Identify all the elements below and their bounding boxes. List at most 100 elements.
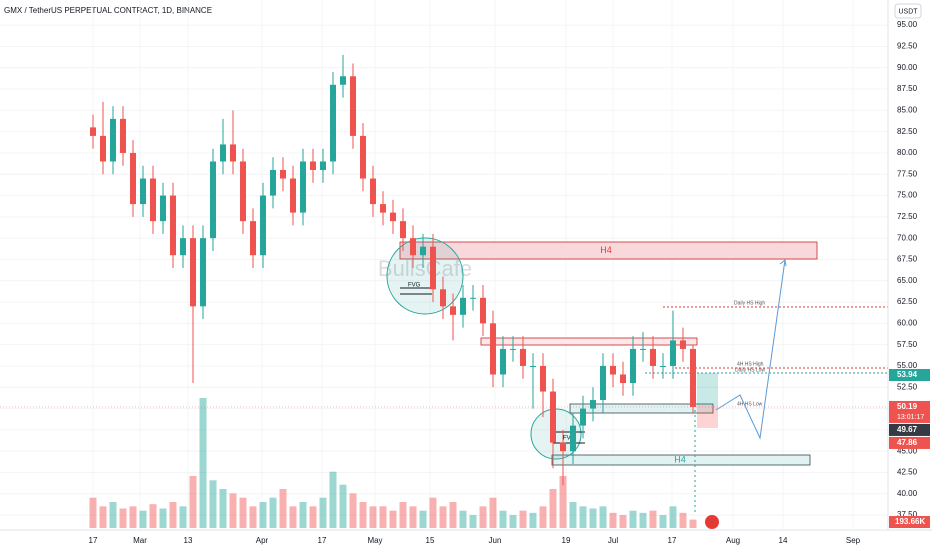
volume-bar xyxy=(519,510,527,528)
candle-body xyxy=(130,152,136,205)
level-label: 4H HS High xyxy=(737,361,764,367)
projection-arrow xyxy=(779,259,787,267)
y-tick-label: 72.50 xyxy=(897,212,918,221)
volume-bar xyxy=(319,497,327,528)
volume-bar xyxy=(209,480,217,528)
candle-body xyxy=(380,204,386,213)
volume-bar xyxy=(289,506,297,528)
candle-body xyxy=(540,365,546,392)
candle-body xyxy=(460,297,466,315)
y-tick-label: 45.00 xyxy=(897,446,918,455)
volume-bar xyxy=(609,512,617,528)
candle-body xyxy=(510,348,516,350)
volume-bar xyxy=(269,497,277,528)
candle-body xyxy=(560,442,566,452)
candle-body xyxy=(590,400,596,409)
price-tag-label: 50.19 xyxy=(897,402,918,411)
x-tick-label: 17 xyxy=(668,536,677,545)
x-tick-label: Apr xyxy=(256,536,269,545)
volume-bar xyxy=(469,515,477,528)
candle-body xyxy=(420,246,426,256)
volume-bar xyxy=(199,398,207,528)
candle-body xyxy=(570,425,576,452)
x-tick-label: 19 xyxy=(562,536,571,545)
volume-bar xyxy=(539,506,547,528)
x-tick-label: Jun xyxy=(489,536,502,545)
volume-tag-label: 193.66K xyxy=(895,517,925,526)
candle-body xyxy=(670,340,676,366)
volume-bar xyxy=(139,510,147,528)
candle-body xyxy=(680,340,686,349)
candle-body xyxy=(500,348,506,375)
volume-bar xyxy=(309,506,317,528)
volume-bar xyxy=(349,493,357,528)
y-tick-label: 92.50 xyxy=(897,42,918,51)
candle-body xyxy=(180,238,186,256)
x-tick-label: Jul xyxy=(608,536,618,545)
y-tick-label: 87.50 xyxy=(897,84,918,93)
volume-bar xyxy=(359,502,367,528)
candle-body xyxy=(220,144,226,162)
fvg-label: FVG xyxy=(408,283,421,289)
volume-bar xyxy=(149,504,157,528)
level-label: Daily HS Low xyxy=(735,367,765,373)
candle-body xyxy=(310,161,316,170)
candle-body xyxy=(200,238,206,307)
y-tick-label: 42.50 xyxy=(897,468,918,477)
position-loss xyxy=(697,405,718,428)
candle-body xyxy=(210,161,216,239)
volume-bar xyxy=(549,489,557,528)
volume-bar xyxy=(299,502,307,528)
volume-bar xyxy=(129,506,137,528)
y-tick-label: 77.50 xyxy=(897,169,918,178)
volume-bar xyxy=(589,508,597,528)
candle-body xyxy=(320,161,326,170)
y-tick-label: 75.00 xyxy=(897,191,918,200)
candle-body xyxy=(120,118,126,153)
candle-body xyxy=(230,144,236,162)
y-tick-label: 37.50 xyxy=(897,510,918,519)
volume-bar xyxy=(669,506,677,528)
candle-body xyxy=(140,178,146,205)
x-tick-label: Mar xyxy=(133,536,147,545)
candle-body xyxy=(430,246,436,290)
volume-bar xyxy=(389,510,397,528)
event-icon[interactable] xyxy=(705,515,719,529)
volume-bar xyxy=(229,493,237,528)
candle-body xyxy=(530,365,536,367)
level-label: 4H HS Low xyxy=(737,401,763,407)
candle-body xyxy=(330,84,336,162)
volume-bar xyxy=(449,502,457,528)
x-tick-label: Aug xyxy=(726,536,740,545)
candle-body xyxy=(440,289,446,307)
candle-body xyxy=(450,306,456,315)
candle-body xyxy=(650,348,656,366)
currency-box[interactable] xyxy=(894,3,922,19)
level-label: Daily HS High xyxy=(734,300,765,306)
y-tick-label: 57.50 xyxy=(897,340,918,349)
y-tick-label: 52.50 xyxy=(897,382,918,391)
zone-box xyxy=(551,454,811,466)
price-tag-time: 13:01:17 xyxy=(897,414,924,421)
volume-bar xyxy=(109,502,117,528)
x-tick-label: May xyxy=(367,536,382,545)
price-tag-label: 53.94 xyxy=(897,370,918,379)
volume-bar xyxy=(429,497,437,528)
x-tick-label: 17 xyxy=(89,536,98,545)
candle-body xyxy=(340,76,346,85)
volume-bar xyxy=(329,471,337,528)
volume-bar xyxy=(419,510,427,528)
volume-bar xyxy=(649,510,657,528)
y-tick-label: 95.00 xyxy=(897,20,918,29)
watermark: BullsCafe xyxy=(378,256,472,281)
candle-body xyxy=(300,161,306,213)
price-axis xyxy=(888,0,932,550)
y-tick-label: 80.00 xyxy=(897,148,918,157)
y-tick-label: 82.50 xyxy=(897,127,918,136)
volume-bar xyxy=(239,497,247,528)
zone-box xyxy=(569,403,714,414)
candle-body xyxy=(250,221,256,256)
candle-body xyxy=(240,161,246,222)
volume-bar xyxy=(219,489,227,528)
